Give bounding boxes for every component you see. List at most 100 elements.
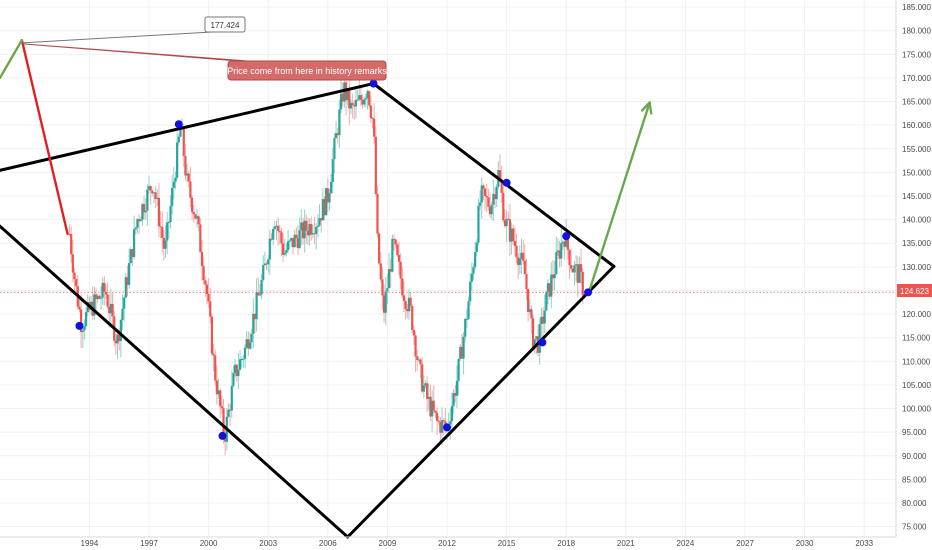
- candle-body: [479, 202, 482, 206]
- candle-body: [157, 197, 161, 227]
- candle-body: [320, 218, 323, 221]
- candle-body: [172, 181, 175, 188]
- candle-body: [283, 252, 286, 255]
- candle-body: [525, 274, 528, 290]
- pattern-line: [371, 82, 616, 268]
- candle-body: [179, 127, 182, 137]
- candle-body: [334, 133, 338, 139]
- candle-body: [270, 238, 273, 240]
- y-tick-label: 170.000: [902, 74, 931, 83]
- candle-body: [202, 266, 205, 281]
- candle-body: [134, 227, 137, 230]
- candle-body: [341, 93, 344, 102]
- current-price-tag: 124.623: [897, 284, 932, 297]
- candlestick-series: [68, 74, 584, 456]
- candle-body: [103, 282, 106, 292]
- candle-body: [243, 347, 247, 359]
- candle-body: [474, 251, 477, 268]
- candle-body: [68, 233, 71, 235]
- candle-body: [73, 272, 76, 280]
- y-tick-label: 120.000: [902, 310, 931, 319]
- current-price-tag-box: [897, 284, 932, 297]
- candle-body: [424, 383, 427, 386]
- candle-body: [336, 133, 339, 136]
- candle-body: [235, 364, 238, 377]
- candle-body: [358, 95, 361, 100]
- candle-body: [154, 192, 157, 200]
- candle-body: [189, 181, 192, 198]
- candle-body: [573, 265, 576, 273]
- candle-body: [535, 336, 538, 340]
- candle-body: [301, 222, 305, 239]
- candle-body: [177, 136, 180, 143]
- candle-body: [374, 136, 377, 195]
- candle-body: [184, 156, 187, 176]
- trend-arrows: [0, 38, 653, 290]
- current-price-tag-label: 124.623: [900, 287, 929, 296]
- candle-body: [260, 279, 263, 295]
- candle-body: [378, 233, 381, 264]
- candle-body: [215, 380, 218, 395]
- candle-body: [330, 182, 333, 194]
- candle-body: [199, 224, 202, 253]
- candle-body: [229, 409, 232, 411]
- candle-body: [488, 206, 492, 215]
- candle-body: [495, 186, 498, 200]
- green-arrow-line: [0, 38, 24, 80]
- candle-body: [282, 243, 285, 255]
- callout-pointer: [22, 43, 249, 62]
- candle-body: [561, 241, 564, 244]
- candle-body: [129, 249, 132, 264]
- candle-body: [527, 289, 530, 312]
- candle-body: [396, 244, 399, 256]
- candle-body: [108, 306, 111, 314]
- x-tick-label: 2003: [259, 539, 277, 548]
- candle-body: [205, 284, 209, 294]
- candle-body: [407, 297, 411, 312]
- candle-body: [503, 220, 507, 227]
- candle-body: [295, 234, 298, 239]
- candle-body: [498, 170, 502, 180]
- candle-body: [543, 310, 546, 324]
- y-tick-label: 100.000: [902, 405, 931, 414]
- candle-body: [242, 358, 245, 360]
- y-tick-label: 140.000: [902, 216, 931, 225]
- candle-body: [369, 105, 372, 118]
- price-flag-label: 177.424: [211, 21, 240, 30]
- candle-body: [465, 319, 468, 321]
- candle-body: [144, 210, 147, 213]
- candle-body: [508, 219, 512, 242]
- candle-body: [152, 192, 156, 194]
- x-tick-label: 1997: [140, 539, 158, 548]
- pivot-point: [584, 288, 593, 297]
- candle-body: [431, 400, 434, 417]
- candle-body: [507, 218, 510, 220]
- candle-body: [566, 232, 569, 250]
- candle-body: [207, 293, 210, 302]
- candle-body: [416, 356, 419, 360]
- y-tick-label: 145.000: [902, 192, 931, 201]
- callout-box: [227, 60, 387, 81]
- candle-body: [520, 252, 523, 259]
- candle-body: [333, 138, 336, 160]
- candle-body: [252, 313, 255, 334]
- candle-body: [411, 305, 414, 331]
- pivot-point: [369, 79, 378, 88]
- candle-body: [571, 268, 574, 273]
- candle-body: [318, 218, 321, 226]
- candle-body: [245, 339, 248, 348]
- candle-body: [442, 420, 445, 422]
- candle-body: [84, 312, 88, 327]
- y-tick-label: 75.000: [902, 523, 927, 532]
- candle-body: [434, 410, 437, 413]
- candle-body: [581, 271, 584, 296]
- candle-body: [263, 263, 266, 266]
- candle-body: [136, 219, 139, 228]
- candle-body: [118, 334, 121, 342]
- candle-body: [553, 274, 556, 279]
- candle-body: [141, 204, 144, 220]
- candle-body: [401, 278, 404, 296]
- candle-body: [197, 216, 200, 225]
- y-tick-label: 90.000: [902, 452, 927, 461]
